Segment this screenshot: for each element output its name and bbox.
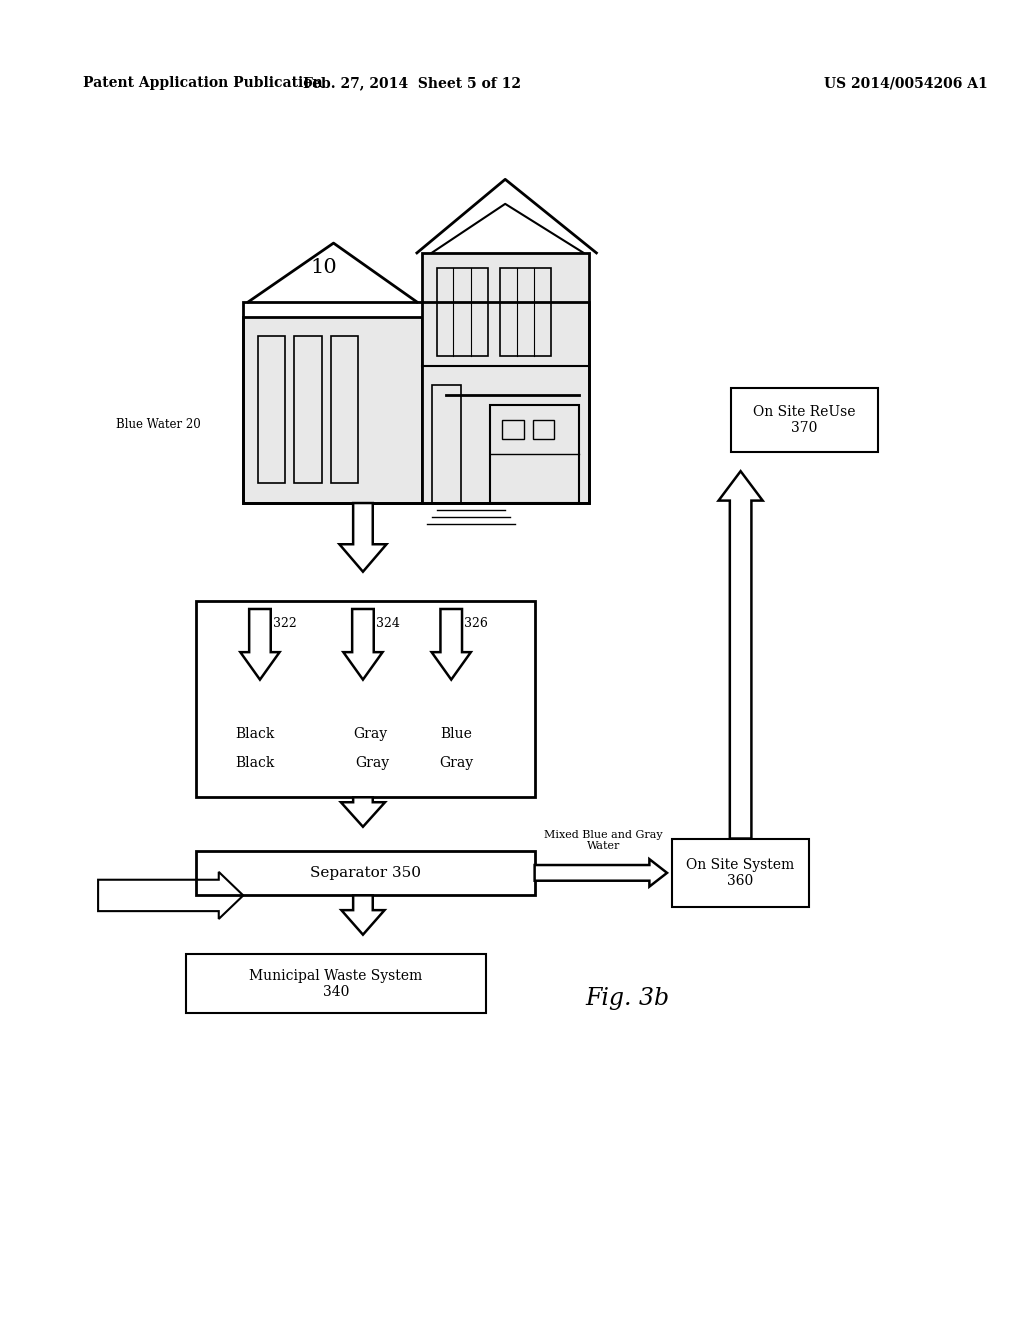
Bar xyxy=(502,420,524,440)
Bar xyxy=(197,601,535,797)
Text: 10: 10 xyxy=(310,259,337,277)
Text: Municipal Waste System
340: Municipal Waste System 340 xyxy=(250,969,423,999)
Bar xyxy=(532,420,554,440)
FancyArrow shape xyxy=(339,503,386,572)
Text: Gray: Gray xyxy=(355,756,390,770)
Bar xyxy=(436,268,487,356)
FancyArrow shape xyxy=(341,797,385,826)
FancyArrow shape xyxy=(432,609,471,680)
Text: Gray: Gray xyxy=(353,726,388,741)
Bar xyxy=(258,337,286,483)
Text: Blue: Blue xyxy=(440,726,472,741)
Text: Mixed Blue and Gray
Water: Mixed Blue and Gray Water xyxy=(544,830,663,851)
Bar xyxy=(672,838,809,907)
Bar xyxy=(197,851,535,895)
Text: Patent Application Publication: Patent Application Publication xyxy=(83,77,323,90)
Text: 326: 326 xyxy=(464,616,487,630)
Bar xyxy=(186,954,485,1014)
Text: US 2014/0054206 A1: US 2014/0054206 A1 xyxy=(824,77,988,90)
Bar xyxy=(432,385,461,503)
Text: Black: Black xyxy=(236,756,274,770)
Text: On Site ReUse
370: On Site ReUse 370 xyxy=(753,404,856,434)
Text: Black: Black xyxy=(236,726,274,741)
FancyArrow shape xyxy=(343,609,383,680)
Text: Separator 350: Separator 350 xyxy=(310,866,421,880)
Text: On Site System
360: On Site System 360 xyxy=(686,858,795,888)
Bar xyxy=(244,317,422,503)
FancyArrow shape xyxy=(341,895,385,935)
Text: Blue Water 20: Blue Water 20 xyxy=(116,418,201,432)
Bar xyxy=(294,337,322,483)
FancyArrow shape xyxy=(241,609,280,680)
FancyArrow shape xyxy=(719,471,763,838)
Text: Gray: Gray xyxy=(439,756,473,770)
Text: 322: 322 xyxy=(272,616,297,630)
Bar xyxy=(501,268,551,356)
Text: Fig. 3b: Fig. 3b xyxy=(586,987,670,1010)
Text: 324: 324 xyxy=(376,616,399,630)
Bar xyxy=(331,337,358,483)
Bar xyxy=(490,405,579,503)
Bar xyxy=(244,302,589,503)
Bar xyxy=(422,253,589,503)
Text: Feb. 27, 2014  Sheet 5 of 12: Feb. 27, 2014 Sheet 5 of 12 xyxy=(303,77,521,90)
Bar xyxy=(731,388,878,451)
FancyArrow shape xyxy=(535,859,667,887)
Polygon shape xyxy=(98,873,244,919)
